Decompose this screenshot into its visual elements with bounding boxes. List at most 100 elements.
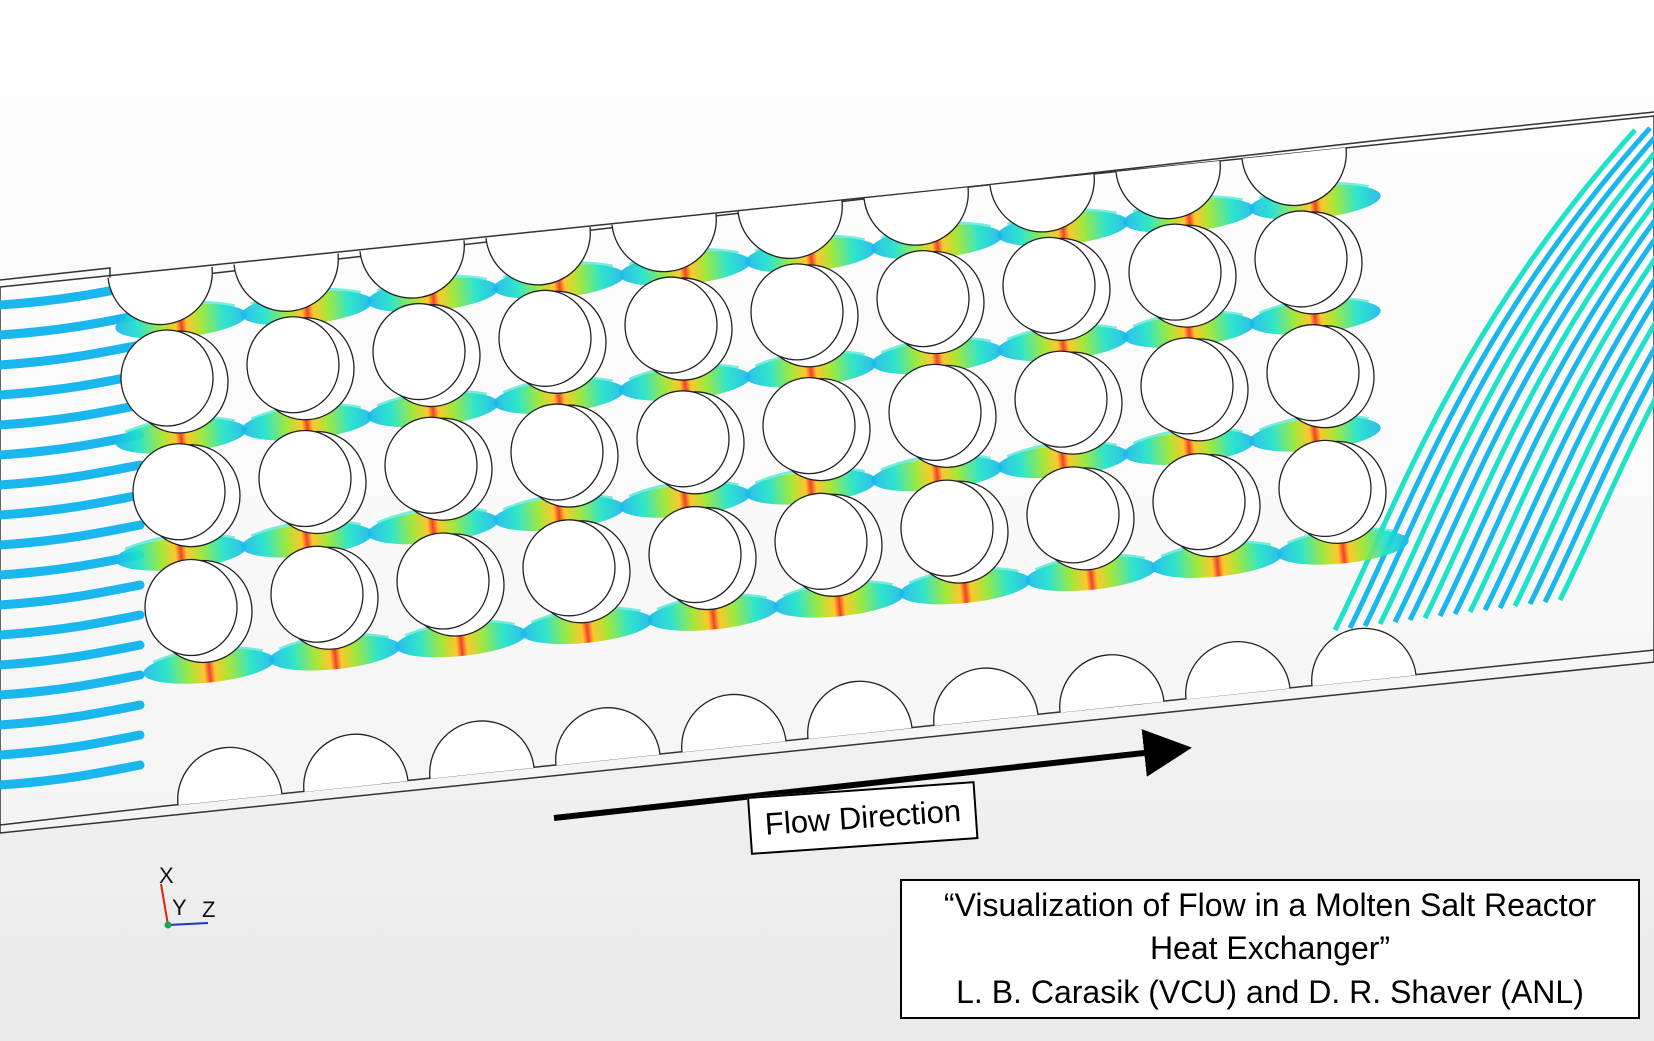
outlet-streamline (1347, 126, 1652, 630)
jet-band (1123, 313, 1255, 348)
axis-label-z: Z (202, 897, 215, 922)
inlet-streamline (0, 640, 145, 670)
axis-label-y: Y (172, 895, 187, 920)
tube (750, 263, 844, 361)
tube (132, 443, 226, 541)
top-half-tube (1115, 160, 1221, 220)
outlet-streamline (1362, 134, 1654, 628)
axis-triad: X Y Z (159, 863, 215, 929)
tube (396, 532, 490, 630)
outlet-streamline (1542, 369, 1654, 604)
inlet-streamline (0, 760, 145, 790)
axis-label-x: X (159, 863, 174, 888)
top-half-tube (359, 240, 465, 299)
tube (1152, 452, 1246, 551)
outlet-streamline (1422, 199, 1654, 620)
bottom-half-tube (1311, 627, 1417, 687)
flow-jets (115, 181, 1409, 684)
outlet-streamline (1332, 128, 1637, 632)
top-half-tube (233, 253, 339, 312)
inlet-streamline (0, 520, 145, 550)
outlet-streamline (1497, 297, 1654, 610)
tube (270, 545, 364, 643)
outlet-streamline (1467, 255, 1654, 614)
tube (648, 505, 742, 604)
inlet-streamline (0, 700, 145, 730)
outlet-streamline (1482, 276, 1654, 612)
tube (900, 479, 994, 577)
tube (510, 403, 604, 501)
outlet-streamline (1527, 344, 1654, 606)
flow-direction-arrow (553, 729, 1192, 821)
bottom-half-tube (807, 680, 913, 740)
outlet-streamlines (1332, 126, 1654, 632)
inlet-streamline (0, 670, 145, 700)
jet-band (619, 366, 751, 401)
top-half-tube (107, 266, 213, 326)
jet-band (367, 392, 499, 428)
tube (246, 316, 340, 414)
tube (1278, 439, 1372, 538)
tube (522, 519, 616, 617)
jet-band (395, 622, 527, 658)
bottom-half-tube (303, 733, 409, 793)
bottom-half-tube (177, 746, 283, 806)
top-half-tube (989, 174, 1095, 233)
jet-band (1249, 299, 1381, 335)
inlet-streamline (0, 400, 145, 430)
jet-band (647, 596, 779, 631)
jet-band (1151, 543, 1283, 578)
tube (1140, 337, 1234, 435)
outlet-streamline (1512, 320, 1654, 608)
jet-band (997, 326, 1129, 362)
jet-band (773, 582, 905, 618)
inlet-streamline (0, 490, 145, 520)
jet-band (115, 419, 247, 454)
caption-box: “Visualization of Flow in a Molten Salt … (900, 879, 1640, 1019)
tube (1002, 236, 1096, 335)
tube (120, 329, 214, 427)
outlet-streamline (1437, 217, 1654, 618)
top-half-tube (611, 213, 717, 273)
top-half-tube (863, 187, 969, 246)
outlet-streamline (1377, 149, 1654, 626)
caption-line-2: Heat Exchanger” (1149, 930, 1391, 967)
tube (888, 363, 982, 462)
tube (624, 276, 718, 374)
top-half-tube (737, 200, 843, 260)
tube (1026, 466, 1120, 564)
jet-band (1277, 530, 1409, 565)
tube (384, 416, 478, 514)
tube (762, 376, 856, 475)
tube (774, 492, 868, 590)
jet-band (269, 635, 401, 671)
tube (144, 558, 238, 657)
inlet-streamline (0, 340, 145, 370)
bottom-half-tube (933, 667, 1039, 726)
jet-band (493, 379, 625, 415)
inlet-streamline (0, 580, 145, 610)
top-half-tube (1241, 147, 1347, 207)
inlet-streamline (0, 610, 145, 640)
tube (258, 429, 352, 528)
top-half-tube (485, 226, 591, 286)
inlet-streamline (0, 460, 145, 490)
jet-band (1025, 556, 1157, 592)
bottom-half-tube (555, 707, 661, 766)
jet-band (241, 405, 373, 441)
outlet-streamline (1452, 236, 1654, 616)
tube (1014, 350, 1108, 448)
tube (1128, 223, 1222, 321)
bottom-half-tube (429, 720, 535, 779)
tube (498, 289, 592, 387)
outlet-streamline (1392, 165, 1654, 624)
jet-band (745, 352, 877, 388)
tube (372, 302, 466, 401)
jet-band (143, 649, 275, 684)
tube (876, 249, 970, 348)
outlet-streamline (1557, 395, 1654, 602)
tube-bank (120, 210, 1387, 664)
inlet-streamline (0, 730, 145, 760)
caption-line-1: “Visualization of Flow in a Molten Salt … (943, 887, 1597, 924)
